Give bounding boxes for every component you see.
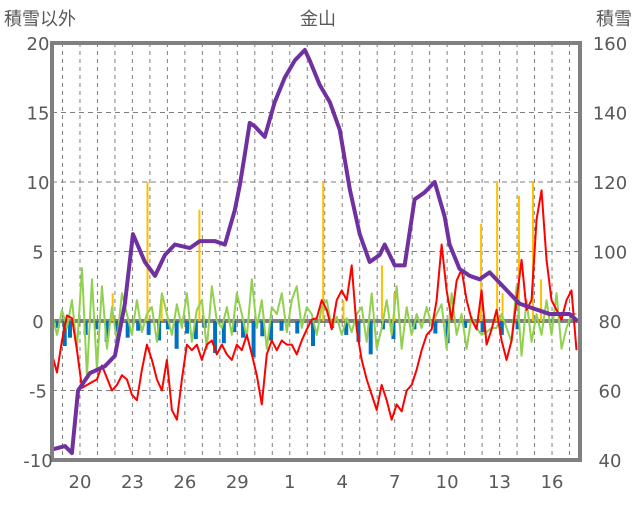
blue-bar: [251, 321, 256, 358]
left-tick-label: 10: [27, 173, 50, 194]
right-tick-label: 140: [593, 104, 627, 125]
right-tick-label: 80: [599, 312, 622, 333]
blue-bar: [344, 321, 349, 335]
blue-bar: [515, 321, 520, 330]
blue-bar: [55, 321, 60, 328]
x-tick-label: 4: [336, 472, 347, 493]
blue-bar: [67, 321, 72, 338]
orange-bar: [342, 300, 345, 321]
left-axis-title: 積雪以外: [4, 9, 76, 30]
blue-bar: [295, 321, 300, 334]
blue-bar: [115, 321, 120, 333]
blue-bar: [193, 321, 198, 340]
blue-bar: [269, 321, 274, 341]
orange-bar: [380, 265, 383, 321]
blue-bar: [104, 321, 109, 342]
blue-bar: [480, 321, 485, 333]
left-tick-label: 0: [32, 312, 43, 333]
left-tick-label: 20: [27, 34, 50, 55]
blue-bar: [213, 321, 218, 353]
blue-bar: [185, 321, 190, 334]
blue-bar: [391, 321, 396, 340]
blue-bar: [241, 321, 246, 338]
x-tick-label: 10: [436, 472, 459, 493]
tick-labels: -10 -5 0 5 10 15 20 40 60 80 100 120 140 160 20 23 26 29 1…: [23, 34, 627, 493]
orange-bar: [496, 182, 499, 321]
blue-bar: [260, 321, 265, 337]
blue-bar: [94, 321, 99, 330]
left-tick-label: -5: [29, 382, 47, 403]
x-tick-label: 20: [69, 472, 92, 493]
right-tick-label: 120: [593, 173, 627, 194]
blue-bar: [136, 321, 141, 331]
orange-bar: [322, 182, 325, 321]
green-line: [51, 267, 577, 378]
blue-bar: [174, 321, 179, 349]
left-tick-label: 5: [32, 243, 43, 264]
right-tick-label: 60: [599, 382, 622, 403]
blue-bar: [279, 321, 284, 331]
blue-bar: [62, 321, 67, 347]
right-tick-label: 40: [599, 451, 622, 472]
blue-bar: [157, 321, 162, 341]
x-tick-label: 7: [389, 472, 400, 493]
orange-bar: [480, 223, 483, 321]
x-tick-label: 29: [226, 472, 249, 493]
x-tick-label: 13: [488, 472, 511, 493]
blue-bar: [311, 321, 316, 347]
snow_depth-line: [51, 47, 579, 456]
blue-bar: [368, 321, 373, 355]
x-tick-label: 23: [121, 472, 144, 493]
blue-bar: [499, 321, 504, 335]
chart-title: 金山: [300, 9, 336, 30]
blue-bar: [356, 321, 361, 342]
left-tick-label: 15: [27, 104, 50, 125]
orange-bar: [518, 195, 521, 321]
blue-bar: [125, 321, 130, 338]
x-tick-label: 26: [173, 472, 196, 493]
orange-bar: [531, 182, 534, 321]
orange-bar: [160, 300, 163, 321]
blue-bar: [221, 321, 226, 344]
x-tick-label: 16: [541, 472, 564, 493]
temperature-line: [51, 189, 578, 421]
right-tick-label: 100: [593, 243, 627, 264]
orange-bar: [198, 209, 201, 321]
left-tick-label: -10: [23, 451, 52, 472]
orange-bar: [501, 293, 504, 321]
series-lines: [51, 47, 579, 456]
blue-bar: [165, 321, 170, 330]
x-tick-label: 1: [284, 472, 295, 493]
blue-bar: [146, 321, 151, 335]
right-tick-label: 160: [593, 34, 627, 55]
blue-bar: [463, 321, 468, 328]
blue-bar: [433, 321, 438, 334]
blue-bar: [232, 321, 237, 333]
plot-frame: [50, 41, 582, 462]
orange-bar: [540, 279, 543, 321]
right-axis-title: 積雪: [596, 9, 632, 30]
orange-bar: [146, 182, 149, 321]
